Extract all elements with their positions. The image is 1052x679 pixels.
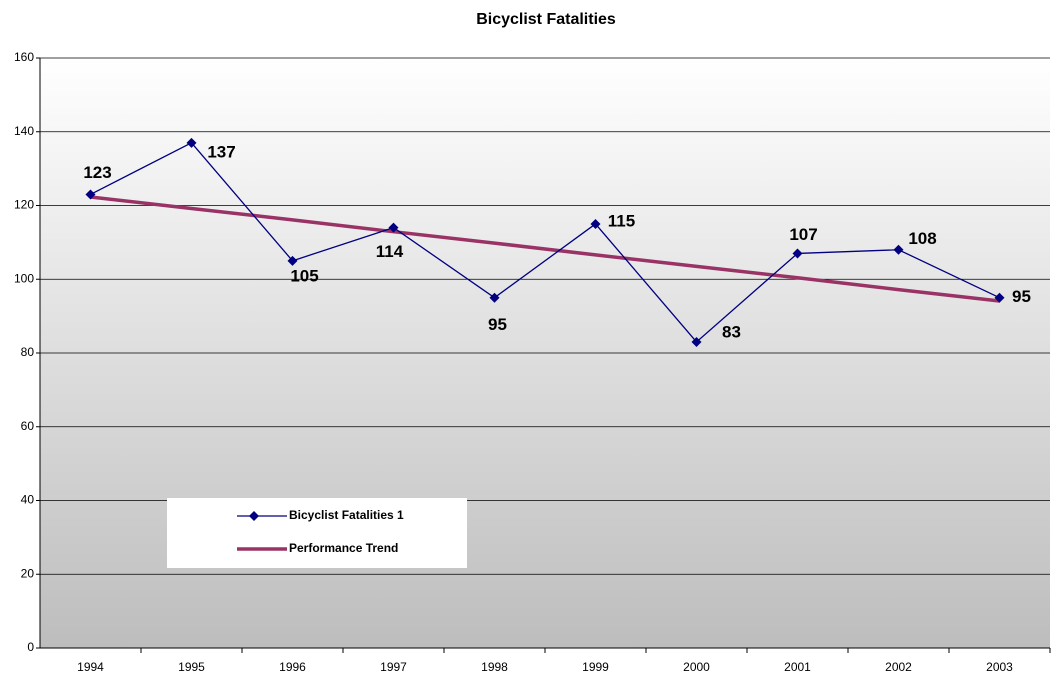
legend [167,498,467,568]
x-tick-label: 1996 [279,660,306,674]
marker [489,292,500,303]
x-tick-label: 1999 [582,660,609,674]
marker [893,244,904,255]
legend-label: Performance Trend [289,541,398,555]
y-tick-label: 160 [14,50,34,64]
x-tick-label: 1997 [380,660,407,674]
legend-marker [249,511,259,521]
data-label: 107 [789,225,817,244]
data-label: 95 [488,315,507,334]
marker [85,189,96,200]
y-tick-label: 120 [14,198,34,212]
data-label: 114 [376,242,404,261]
y-tick-label: 20 [21,566,35,580]
line [90,195,1000,303]
marker [590,218,601,229]
y-tick-label: 140 [14,124,34,138]
marker [287,255,298,266]
line [90,142,1000,343]
chart-title: Bicyclist Fatalities [476,11,616,28]
y-tick-label: 40 [21,493,35,507]
x-tick-label: 2003 [986,660,1013,674]
x-tick-label: 2001 [784,660,811,674]
data-label: 105 [290,266,318,285]
data-label: 108 [908,229,936,248]
data-label: 137 [207,142,235,161]
data-label: 123 [83,163,111,182]
data-label: 115 [608,211,635,230]
marker [186,137,197,148]
y-tick-label: 80 [21,345,35,359]
marker [388,222,399,233]
y-tick-label: 100 [14,271,34,285]
marker [691,336,702,347]
data-label: 95 [1012,287,1031,306]
x-tick-label: 1995 [178,660,205,674]
x-tick-label: 1998 [481,660,508,674]
x-tick-label: 1994 [77,660,104,674]
y-tick-label: 60 [21,419,35,433]
legend-label: Bicyclist Fatalities 1 [289,508,404,522]
marker [994,292,1005,303]
marker [792,248,803,259]
x-tick-label: 2002 [885,660,912,674]
y-tick-label: 0 [27,640,34,654]
x-tick-label: 2000 [683,660,710,674]
data-label: 83 [722,322,741,341]
